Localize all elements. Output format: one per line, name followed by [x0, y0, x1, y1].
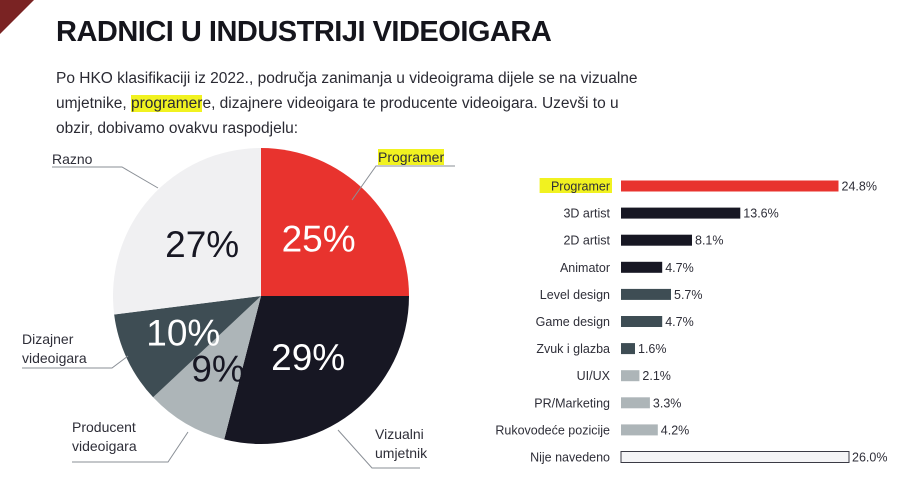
bar-value-label-pr-marketing: 3.3%: [653, 396, 682, 410]
pie-slice-dizajner-videoigara: [114, 296, 261, 398]
bar-2d-artist: [621, 234, 692, 246]
bar-3d-artist: [621, 207, 741, 219]
bar-value-label-rukovodece-pozicije: 4.2%: [661, 423, 690, 437]
pie-label-line: videoigara: [72, 438, 137, 454]
pie-value-label-producent-videoigara: 9%: [191, 349, 244, 390]
bar-value-label-2d-artist: 8.1%: [695, 234, 724, 248]
intro-before: Po HKO klasifikaciji iz 2022., područja …: [56, 70, 638, 112]
bar-value-label-game-design: 4.7%: [665, 315, 694, 329]
bar-ui-ux: [621, 370, 640, 382]
bar-category-label-2d-artist: 2D artist: [563, 234, 610, 248]
pie-slice-vizualni-umjetnik: [224, 296, 409, 445]
pie-label-line: Programer: [378, 149, 445, 165]
pie-label-dizajner-videoigara: Dizajner videoigara: [22, 330, 87, 368]
page-title: RADNICI U INDUSTRIJI VIDEOIGARA: [56, 16, 552, 48]
bar-pr-marketing: [621, 397, 650, 409]
bar-value-label-nije-navedeno: 26.0%: [852, 451, 887, 465]
bar-category-label-level-design: Level design: [540, 288, 610, 302]
bar-value-label-ui-ux: 2.1%: [642, 369, 671, 383]
bar-category-label-nije-navedeno: Nije navedeno: [530, 451, 610, 465]
pie-value-label-dizajner-videoigara: 10%: [146, 313, 220, 354]
pie-label-line: Razno: [52, 151, 93, 167]
bar-game-design: [621, 316, 663, 327]
pie-value-label-programer: 25%: [282, 218, 356, 259]
bar-rukovodece-pozicije: [621, 424, 658, 436]
bar-value-label-zvuk-i-glazba: 1.6%: [638, 342, 667, 356]
bar-value-label-level-design: 5.7%: [674, 288, 703, 302]
pie-slice-razno: [113, 148, 261, 315]
bar-value-label-animator: 4.7%: [665, 261, 694, 275]
pie-label-line: videoigara: [22, 350, 87, 366]
intro-after: e, dizajnere videoigara te producente vi…: [56, 95, 619, 137]
pie-value-label-vizualni-umjetnik: 29%: [271, 337, 345, 378]
bar-value-label-3d-artist: 13.6%: [743, 207, 778, 221]
pie-slice-producent-videoigara: [153, 296, 261, 440]
bar-value-label-programer: 24.8%: [842, 180, 877, 194]
pie-leader-programer: [351, 165, 455, 201]
pie-label-programer: Programer: [378, 148, 445, 167]
pie-leader-razno: [52, 166, 159, 189]
pie-value-label-razno: 27%: [165, 224, 239, 265]
pie-label-line: umjetnik: [375, 445, 428, 461]
intro-text: Po HKO klasifikaciji iz 2022., područja …: [56, 66, 656, 141]
bar-category-label-rukovodece-pozicije: Rukovodeće pozicije: [495, 423, 610, 437]
pie-slice-programer: [261, 148, 409, 296]
bar-programer: [621, 180, 839, 192]
bar-category-label-game-design: Game design: [536, 315, 610, 329]
pie-label-line: Producent: [72, 419, 136, 435]
bar-category-label-pr-marketing: PR/Marketing: [534, 396, 610, 410]
pie-label-line: Dizajner: [22, 331, 74, 347]
pie-leader-vizualni-umjetnik: [337, 429, 420, 469]
bar-zvuk-i-glazba: [621, 343, 635, 355]
bar-category-label-zvuk-i-glazba: Zvuk i glazba: [536, 342, 610, 356]
pie-leader-producent-videoigara: [72, 431, 189, 463]
bar-category-highlight: [539, 178, 612, 193]
bar-animator: [621, 261, 663, 273]
corner-accent: [0, 0, 34, 34]
pie-leader-dizajner-videoigara: [22, 355, 129, 369]
bar-category-label-3d-artist: 3D artist: [563, 207, 610, 221]
pie-label-razno: Razno: [52, 150, 92, 169]
bar-level-design: [621, 288, 671, 300]
bar-category-label-ui-ux: UI/UX: [577, 369, 611, 383]
pie-label-line: Vizualni: [375, 426, 424, 442]
bar-category-label-animator: Animator: [560, 261, 610, 275]
bar-category-label-programer: Programer: [551, 180, 610, 194]
pie-label-vizualni-umjetnik: Vizualni umjetnik: [375, 425, 427, 463]
intro-highlight: programer: [130, 95, 203, 112]
pie-label-producent-videoigara: Producent videoigara: [72, 418, 137, 456]
bar-nije-navedeno: [620, 451, 850, 463]
